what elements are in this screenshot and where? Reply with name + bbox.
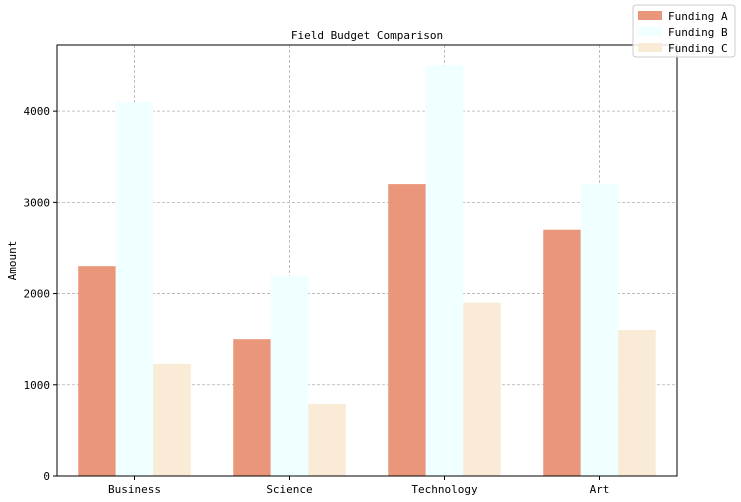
y-tick-label: 0: [43, 470, 50, 483]
legend-swatch: [638, 43, 662, 52]
x-tick-label: Business: [108, 483, 161, 496]
x-tick-label: Technology: [411, 483, 478, 496]
bars: [78, 65, 656, 477]
legend-swatch: [638, 27, 662, 36]
plot-frame: [56, 44, 678, 477]
bar-funding-a-art: [543, 229, 581, 476]
bar-funding-a-technology: [388, 184, 426, 476]
y-axis-label: Amount: [6, 241, 19, 281]
bar-funding-c-science: [308, 403, 346, 476]
bar-funding-b-technology: [425, 65, 464, 477]
axis-ticks: 0 1000 2000 3000 4000 Business Science Technolo…: [24, 105, 610, 496]
bar-funding-b-business: [115, 102, 154, 476]
bar-funding-c-business: [153, 363, 191, 476]
x-tick-label: Art: [590, 483, 610, 496]
legend-label: Funding A: [668, 10, 728, 23]
legend-label: Funding B: [668, 26, 728, 39]
bar-funding-a-science: [233, 339, 271, 476]
x-tick-label: Science: [266, 483, 312, 496]
y-tick-label: 1000: [24, 379, 51, 392]
y-tick-label: 2000: [24, 288, 51, 301]
y-tick-label: 3000: [24, 196, 51, 209]
chart-title: Field Budget Comparison: [291, 29, 443, 42]
bar-funding-a-business: [78, 266, 116, 476]
legend: Funding A Funding B Funding C: [632, 4, 736, 58]
legend-swatch: [638, 11, 662, 20]
bar-funding-b-science: [270, 275, 309, 476]
bar-funding-c-technology: [463, 302, 501, 476]
y-tick-label: 4000: [24, 105, 51, 118]
bar-funding-b-art: [580, 184, 619, 476]
bar-funding-c-art: [618, 330, 656, 476]
legend-label: Funding C: [668, 42, 728, 55]
